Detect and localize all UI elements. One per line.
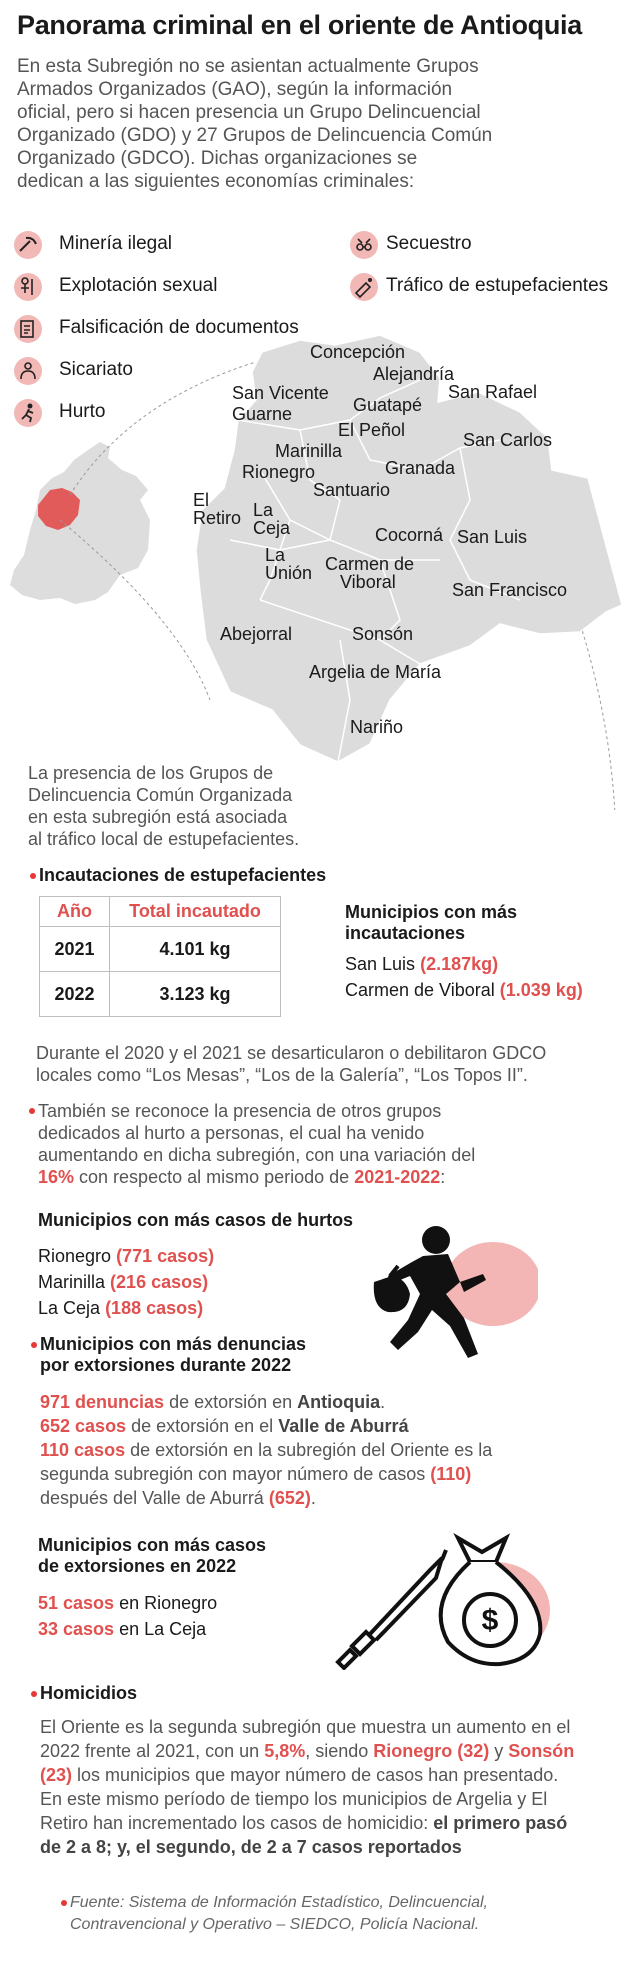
- map-label-san-rafael: San Rafael: [448, 382, 538, 402]
- map-label-el-retiro-2: Retiro: [193, 508, 242, 528]
- col-year: Año: [39, 896, 110, 927]
- economy-label: Hurto: [59, 401, 106, 422]
- map-label-guatape: Guatapé: [353, 395, 423, 415]
- list-item: Rionegro (771 casos): [38, 1246, 215, 1266]
- map-label-marinilla: Marinilla: [275, 441, 343, 461]
- map-label-el-retiro-1: El: [193, 490, 210, 510]
- homicides-text: El Oriente es la segunda subregión que m…: [40, 1717, 575, 1857]
- map-label-san-carlos: San Carlos: [463, 430, 553, 450]
- list-item: Marinilla (216 casos): [38, 1272, 209, 1292]
- colombia-map: [10, 442, 150, 604]
- gdco-note: La presencia de los Grupos de Delincuenc…: [28, 763, 300, 849]
- economy-label: Tráfico de estupefacientes: [386, 275, 609, 296]
- document-forgery-icon: [14, 315, 42, 343]
- extortion-cases-heading: Municipios con más casos de extorsiones …: [38, 1535, 267, 1576]
- theft-paragraph: También se reconoce la presencia de otro…: [28, 1101, 476, 1187]
- economy-label: Minería ilegal: [59, 233, 172, 254]
- antioquia-highlight: [38, 488, 80, 530]
- kidnapping-icon: [350, 231, 378, 259]
- map-label-la-union-1: La: [265, 545, 286, 565]
- economy-item-drug-trafficking: [350, 273, 378, 301]
- mining-icon: [14, 231, 42, 259]
- sexual-exploitation-icon: [14, 273, 42, 301]
- svg-text:$: $: [482, 1604, 499, 1637]
- page-title: Panorama criminal en el oriente de Antio…: [17, 10, 582, 40]
- map-label-guarne: Guarne: [232, 404, 293, 424]
- top-seizure-item: San Luis (2.187kg): [345, 954, 499, 974]
- region-map: [10, 334, 623, 810]
- theft-list: Rionegro (771 casos) Marinilla (216 caso…: [38, 1243, 214, 1321]
- map-label-concepcion: Concepción: [310, 342, 406, 362]
- map-label-la-ceja-2: Ceja: [253, 518, 291, 538]
- map-label-granada: Granada: [385, 458, 456, 478]
- map-label-narino: Nariño: [350, 717, 404, 737]
- intro-text: En esta Subregión no se asientan actualm…: [17, 56, 493, 192]
- homicides-heading: Homicidios: [30, 1683, 138, 1703]
- economy-item-sexual-exploitation: [14, 273, 42, 301]
- map-label-san-luis: San Luis: [457, 527, 528, 547]
- map-label-argelia: Argelia de María: [309, 662, 442, 682]
- theft-icon: [14, 399, 42, 427]
- map-label-la-union-2: Unión: [265, 563, 313, 583]
- seizures-table: Año Total incautado 2021 4.101 kg 2022 3…: [39, 896, 281, 1017]
- col-total: Total incautado: [109, 896, 281, 927]
- list-item: 51 casos en Rionegro: [38, 1593, 218, 1613]
- top-seizures-heading: Municipios con más incautaciones: [345, 902, 518, 943]
- map-label-santuario: Santuario: [313, 480, 391, 500]
- economy-item-kidnapping: [350, 231, 378, 259]
- extortion-reports-text: 971 denuncias de extorsión en Antioquia.…: [40, 1392, 493, 1508]
- map-label-alejandria: Alejandría: [373, 364, 455, 384]
- economy-label: Secuestro: [386, 233, 472, 254]
- extortion-reports-heading: Municipios con más denuncias por extorsi…: [30, 1334, 307, 1375]
- drug-trafficking-icon: [350, 273, 378, 301]
- table-row: 2022 3.123 kg: [39, 971, 281, 1017]
- map-label-carmen-viboral-2: Viboral: [340, 572, 396, 592]
- table-row: 2021 4.101 kg: [39, 926, 281, 972]
- economy-item-document-forgery: [14, 315, 42, 343]
- thief-illustration-icon: [373, 1226, 538, 1358]
- map-label-rionegro: Rionegro: [242, 462, 316, 482]
- map-label-abejorral: Abejorral: [220, 624, 293, 644]
- economy-label: Explotación sexual: [59, 275, 218, 296]
- map-label-la-ceja-1: La: [253, 500, 274, 520]
- economy-label: Sicariato: [59, 359, 133, 380]
- list-item: La Ceja (188 casos): [38, 1298, 204, 1318]
- economy-item-theft: [14, 399, 42, 427]
- dismantled-note: Durante el 2020 y el 2021 se desarticula…: [36, 1043, 547, 1085]
- map-label-cocorna: Cocorná: [375, 525, 444, 545]
- extortion-cases-list: 51 casos en Rionegro 33 casos en La Ceja: [38, 1590, 217, 1642]
- map-label-sonson: Sonsón: [352, 624, 414, 644]
- economy-label: Falsificación de documentos: [59, 317, 299, 338]
- map-label-carmen-viboral-1: Carmen de: [325, 554, 415, 574]
- source-note: Fuente: Sistema de Información Estadísti…: [61, 1892, 488, 1936]
- top-seizure-item: Carmen de Viboral (1.039 kg): [345, 980, 583, 1000]
- knife-money-bag-icon: $: [335, 1532, 550, 1670]
- list-item: 33 casos en La Ceja: [38, 1619, 207, 1639]
- economy-item-hitman: [14, 357, 42, 385]
- theft-heading: Municipios con más casos de hurtos: [38, 1210, 354, 1230]
- economy-item-mining: [14, 231, 42, 259]
- seizures-heading: Incautaciones de estupefacientes: [29, 865, 327, 885]
- table-header-row: Año Total incautado: [39, 896, 281, 927]
- map-label-san-vicente: San Vicente: [232, 383, 329, 403]
- map-label-san-francisco: San Francisco: [452, 580, 568, 600]
- map-label-el-penol: El Peñol: [338, 420, 406, 440]
- hitman-icon: [14, 357, 42, 385]
